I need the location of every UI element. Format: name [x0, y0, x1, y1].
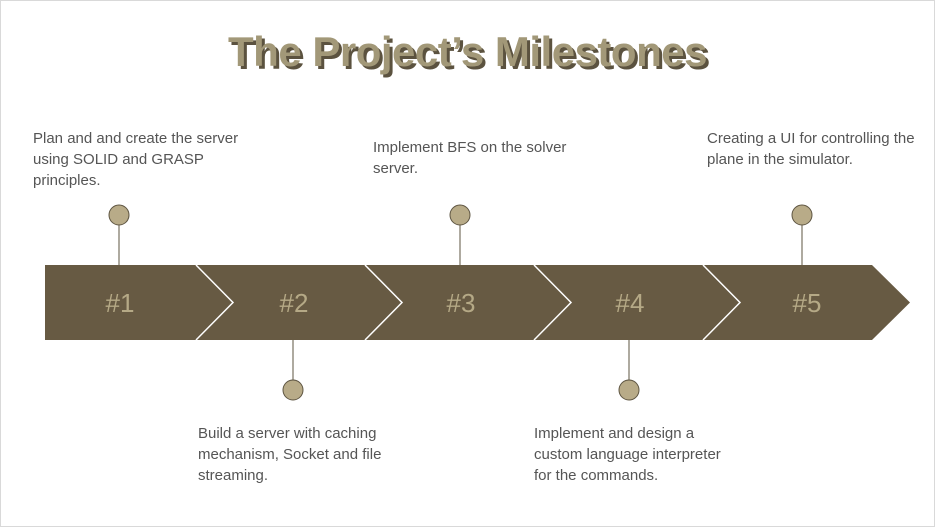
milestone-dot-1	[108, 204, 130, 226]
milestone-description-5: Creating a UI for controlling the plane …	[707, 130, 915, 168]
milestone-description-2: Build a server with caching mechanism, S…	[198, 425, 382, 484]
milestone-number-5: #5	[793, 288, 822, 318]
milestone-dot-2	[282, 379, 304, 401]
milestone-description-4: Implement and design a custom language i…	[534, 425, 721, 484]
milestone-number-3: #3	[447, 288, 476, 318]
milestone-description-1: Plan and and create the server using SOL…	[33, 130, 239, 189]
timeline-arrow	[45, 265, 910, 340]
milestone-number-1: #1	[106, 288, 135, 318]
page-title: The Project’s Milestones	[228, 28, 707, 75]
milestone-dot-5	[791, 204, 813, 226]
chevron-separator-1	[195, 264, 235, 341]
chevron-separator-4	[702, 264, 742, 341]
chevron-separator-2	[364, 264, 404, 341]
milestone-dot-3	[449, 204, 471, 226]
milestone-number-4: #4	[616, 288, 645, 318]
milestone-description-3: Implement BFS on the solver server.	[373, 139, 567, 177]
milestone-number-2: #2	[280, 288, 309, 318]
milestone-dot-4	[618, 379, 640, 401]
chevron-separator-3	[533, 264, 573, 341]
